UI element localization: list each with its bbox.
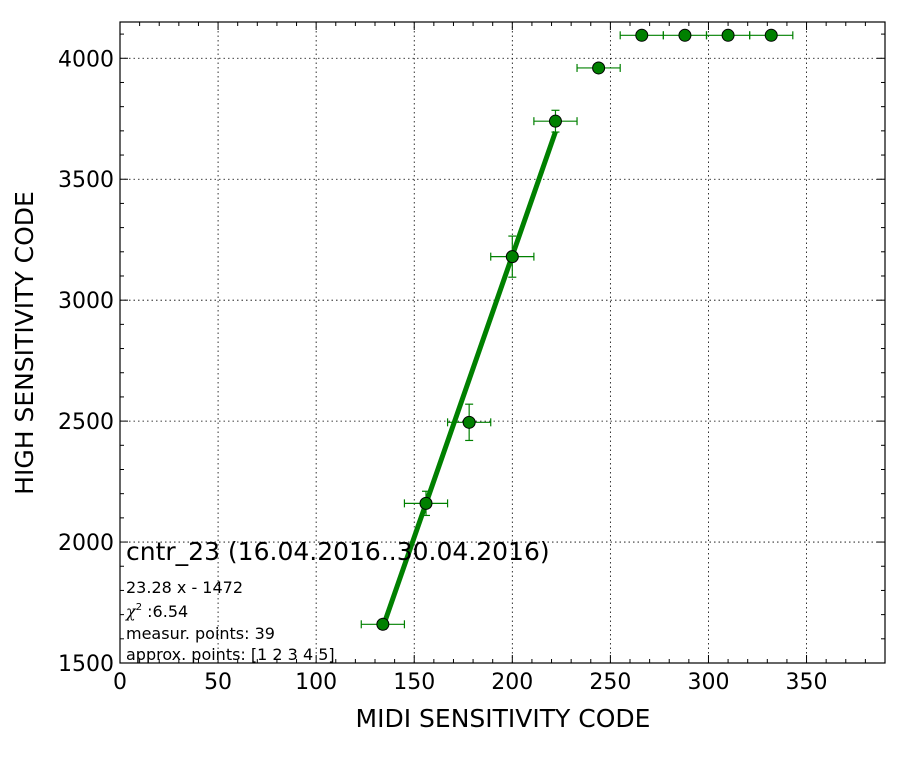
x-tick-label: 250 [589,670,631,695]
annotation-chi: χ2 :6.54 [125,602,188,621]
x-tick-label: 100 [295,670,337,695]
data-point [548,114,562,128]
ticks [119,22,885,664]
x-tick-label: 350 [786,670,828,695]
y-tick-label: 3500 [58,168,114,193]
fit-line [380,130,558,629]
annotation-approx-points: approx. points: [1 2 3 4 5] [126,645,335,664]
data-point [764,28,778,42]
y-tick-label: 1500 [58,652,114,677]
fit-line-group [380,130,558,629]
x-tick-label: 300 [687,670,729,695]
y-tick-label: 2500 [58,410,114,435]
x-tick-label: 50 [204,670,232,695]
chi-exponent: 2 [136,602,142,613]
x-tick-label: 200 [491,670,533,695]
data-points [376,28,778,631]
grid [120,22,885,663]
data-point [592,61,606,75]
plot-frame [119,21,886,664]
data-point [376,617,390,631]
chi-symbol: χ [125,602,137,621]
x-tick-label: 150 [393,670,435,695]
x-tick-label: 0 [113,670,127,695]
data-point [419,496,433,510]
y-tick-label: 4000 [58,47,114,72]
data-point [635,28,649,42]
chi-value: :6.54 [142,602,188,621]
annotation-equation: 23.28 x - 1472 [126,578,243,597]
y-tick-label: 3000 [58,289,114,314]
y-axis-title: HIGH SENSITIVITY CODE [10,191,39,495]
tick-labels: 0 50 100 150 200 250 300 350 1500 2000 2500 3000 350… [58,47,828,695]
data-point [678,28,692,42]
y-tick-label: 2000 [58,531,114,556]
annotation-title: cntr_23 (16.04.2016..30.04.2016) [126,537,550,566]
x-axis-title: MIDI SENSITIVITY CODE [356,704,651,733]
data-point [505,250,519,264]
data-point [721,28,735,42]
annotation-measur-points: measur. points: 39 [126,624,275,643]
data-point [462,415,476,429]
